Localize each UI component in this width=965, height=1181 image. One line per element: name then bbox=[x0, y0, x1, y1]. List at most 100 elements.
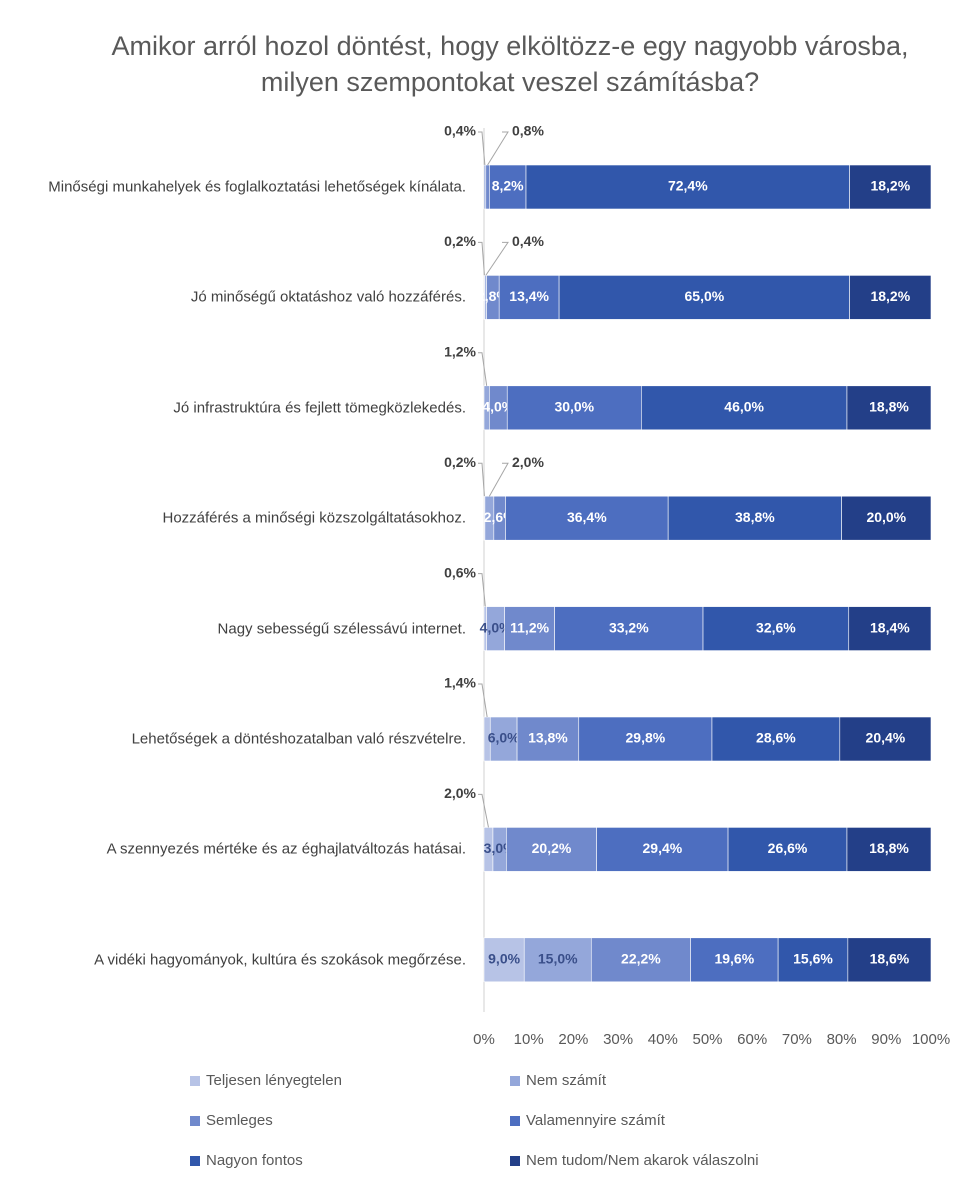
bar-segment bbox=[525, 164, 850, 210]
x-tick-label: 0% bbox=[473, 1031, 495, 1048]
value-label: 46,0% bbox=[724, 399, 764, 415]
bar-segment bbox=[848, 606, 932, 651]
value-label: 36,4% bbox=[567, 509, 607, 525]
category-label: A vidéki hagyományok, kultúra és szokáso… bbox=[94, 951, 466, 969]
chart-title: Amikor arról hozol döntést, hogy elköltö… bbox=[111, 31, 909, 97]
bar-segment bbox=[839, 716, 932, 762]
value-label: 0,4% bbox=[444, 123, 476, 139]
value-label: 33,2% bbox=[609, 619, 649, 635]
bar-segment bbox=[849, 164, 932, 210]
value-label: 11,2% bbox=[510, 619, 549, 635]
bar-segment bbox=[690, 937, 779, 983]
value-label: 38,8% bbox=[735, 509, 775, 525]
value-label: 18,8% bbox=[869, 840, 909, 856]
category-label: Jó infrastruktúra és fejlett tömegközlek… bbox=[173, 399, 466, 417]
x-tick-label: 50% bbox=[692, 1031, 722, 1048]
bar-segment bbox=[578, 716, 713, 762]
category-label: Nagy sebességű szélessávú internet. bbox=[217, 620, 466, 638]
value-label: 26,6% bbox=[768, 840, 808, 856]
value-label: 2,0% bbox=[512, 454, 544, 470]
value-label: 0,8% bbox=[512, 123, 544, 139]
legend-swatch bbox=[510, 1116, 520, 1126]
value-label: 13,4% bbox=[509, 288, 549, 304]
value-label: 13,8% bbox=[528, 730, 568, 746]
value-label: 0,2% bbox=[444, 233, 476, 249]
bar-segment bbox=[847, 937, 932, 983]
value-label: 6,0% bbox=[488, 730, 520, 746]
value-label: 32,6% bbox=[756, 619, 796, 635]
value-label: 19,6% bbox=[714, 951, 754, 967]
leader-line bbox=[478, 241, 485, 276]
value-label: 29,8% bbox=[626, 730, 666, 746]
bar-segment bbox=[846, 827, 932, 872]
value-label: 4,0% bbox=[482, 399, 514, 415]
leader-line bbox=[478, 131, 486, 166]
value-label: 15,0% bbox=[538, 951, 578, 967]
x-tick-label: 90% bbox=[871, 1031, 901, 1048]
bar-segment bbox=[727, 827, 848, 872]
value-label: 28,6% bbox=[756, 730, 796, 746]
value-label: 18,8% bbox=[869, 399, 909, 415]
bar-segment bbox=[849, 275, 932, 320]
legend-label: Nem tudom/Nem akarok válaszolni bbox=[526, 1152, 759, 1169]
value-label: 15,6% bbox=[793, 951, 833, 967]
value-label: 0,4% bbox=[512, 233, 544, 249]
legend-label: Valamennyire számít bbox=[526, 1112, 666, 1129]
value-label: 20,2% bbox=[532, 840, 572, 856]
bar-segment bbox=[505, 495, 669, 541]
x-tick-label: 10% bbox=[514, 1031, 544, 1048]
leader-line bbox=[485, 241, 509, 276]
legend-label: Nagyon fontos bbox=[206, 1152, 303, 1169]
legend-swatch bbox=[510, 1076, 520, 1086]
value-label: 0,6% bbox=[444, 564, 476, 580]
bar-segment bbox=[489, 164, 527, 210]
value-label: 9,0% bbox=[488, 951, 520, 967]
value-label: 72,4% bbox=[668, 178, 708, 194]
value-label: 20,0% bbox=[866, 509, 906, 525]
value-label: 65,0% bbox=[685, 288, 725, 304]
bar-segment bbox=[641, 385, 848, 431]
leader-line bbox=[478, 683, 488, 718]
value-label: 4,0% bbox=[480, 619, 512, 635]
x-tick-label: 100% bbox=[912, 1031, 950, 1048]
category-label: Lehetőségek a döntéshozatalban való rész… bbox=[131, 730, 466, 748]
bar-segment bbox=[506, 385, 642, 431]
leader-line bbox=[478, 352, 488, 386]
legend-swatch bbox=[190, 1116, 200, 1126]
value-label: 20,4% bbox=[866, 730, 906, 746]
value-label: 1,4% bbox=[444, 675, 476, 691]
value-label: 18,6% bbox=[870, 951, 910, 967]
x-tick-label: 40% bbox=[648, 1031, 678, 1048]
value-label: 2,0% bbox=[444, 785, 476, 801]
value-label: 22,2% bbox=[621, 951, 661, 967]
x-tick-label: 30% bbox=[603, 1031, 633, 1048]
bar-segment bbox=[667, 495, 842, 541]
leader-line bbox=[478, 462, 485, 497]
value-label: 30,0% bbox=[554, 399, 594, 415]
x-tick-label: 60% bbox=[737, 1031, 767, 1048]
legend-label: Teljesen lényegtelen bbox=[206, 1072, 342, 1089]
leader-line bbox=[487, 131, 509, 166]
value-label: 18,2% bbox=[870, 178, 910, 194]
bar-segment bbox=[506, 827, 597, 872]
value-label: 29,4% bbox=[643, 840, 683, 856]
value-label: 18,2% bbox=[870, 288, 910, 304]
value-label: 8,2% bbox=[492, 178, 524, 194]
value-label: 1,2% bbox=[444, 344, 476, 360]
leader-line bbox=[478, 793, 489, 828]
legend-label: Semleges bbox=[206, 1112, 273, 1129]
bar-segment bbox=[523, 937, 592, 983]
bar-segment bbox=[777, 937, 849, 983]
legend-swatch bbox=[190, 1076, 200, 1086]
category-label: A szennyezés mértéke és az éghajlatválto… bbox=[106, 840, 466, 858]
legend-swatch bbox=[510, 1156, 520, 1166]
x-tick-label: 70% bbox=[782, 1031, 812, 1048]
legend-label: Nem számít bbox=[526, 1072, 607, 1089]
bar-segment bbox=[596, 827, 729, 872]
x-tick-label: 20% bbox=[558, 1031, 588, 1048]
bar-segment bbox=[483, 937, 525, 983]
category-label: Minőségi munkahelyek és foglalkoztatási … bbox=[48, 178, 466, 196]
bar-segment bbox=[558, 275, 850, 320]
